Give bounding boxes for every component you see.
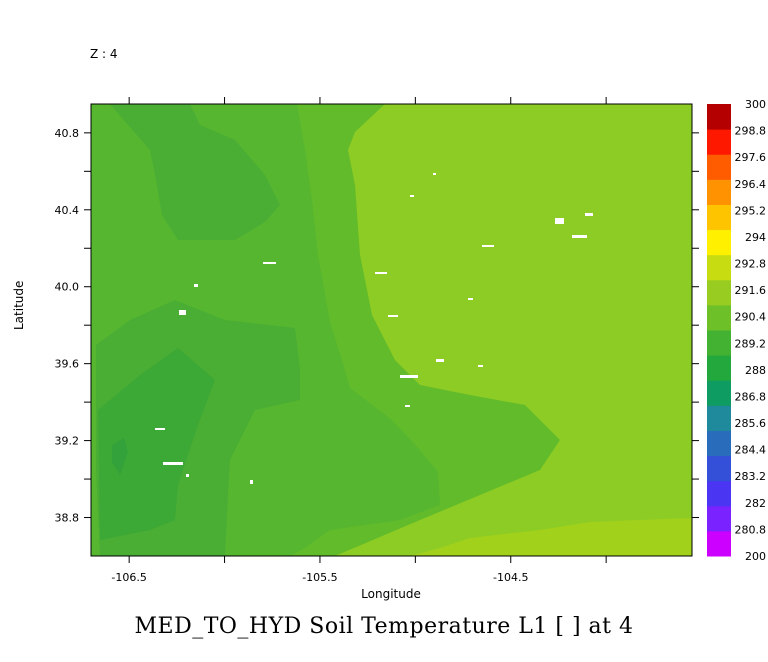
x-axis: -106.5 -105.5 -104.5: [111, 97, 607, 584]
y-tick-label: 39.6: [55, 358, 80, 371]
colorbar-label: 300: [745, 98, 766, 111]
x-tick-label: -104.5: [493, 571, 528, 584]
x-tick-label: -105.5: [302, 571, 337, 584]
colorbar-swatch: [707, 530, 731, 557]
x-tick-label: -106.5: [111, 571, 146, 584]
colorbar-swatch: [707, 254, 731, 281]
colorbar-swatch: [707, 505, 731, 532]
colorbar-label: 292.8: [735, 258, 767, 271]
colorbar-label: 283.2: [735, 470, 767, 483]
colorbar-label: 285.6: [735, 417, 767, 430]
z-level-label: Z : 4: [90, 47, 118, 61]
y-tick-label: 38.8: [55, 512, 80, 525]
colorbar-label: 290.4: [735, 311, 767, 324]
colorbar-label: 282: [745, 497, 766, 510]
colorbar-label: 295.2: [735, 204, 767, 217]
colorbar-swatch: [707, 204, 731, 231]
contour-region-291-0: [410, 518, 692, 556]
colorbar-swatch: [707, 330, 731, 356]
colorbar-swatch: [707, 104, 731, 130]
colorbar-label: 297.6: [735, 151, 767, 164]
colorbar-swatch: [707, 430, 731, 457]
contour-region-288-0: [98, 348, 215, 540]
colorbar: 200 280.8 282 283.2 284.4 285.6 286.8 288 289.2 2…: [707, 98, 766, 563]
y-tick-label: 40.4: [55, 204, 80, 217]
colorbar-label: 280.8: [735, 523, 767, 536]
colorbar-label: 288: [745, 364, 766, 377]
colorbar-label: 286.8: [735, 390, 767, 403]
colorbar-label: 294: [745, 231, 766, 244]
y-axis-label: Latitude: [12, 280, 26, 330]
missing-data-specks: [155, 173, 593, 484]
y-tick-label: 40.0: [55, 281, 80, 294]
colorbar-swatch: [707, 154, 731, 180]
colorbar-swatch: [707, 355, 731, 381]
y-tick-label: 39.2: [55, 435, 80, 448]
colorbar-swatch: [707, 380, 731, 406]
contour-region-288-6: [110, 104, 280, 240]
colorbar-label: 291.6: [735, 284, 767, 297]
colorbar-swatch: [707, 129, 731, 155]
contour-region-287-4: [112, 438, 128, 475]
colorbar-label: 296.4: [735, 178, 767, 191]
y-axis: 38.8 39.2 39.6 40.0 40.4 40.8: [55, 127, 699, 525]
colorbar-swatch: [707, 179, 731, 205]
colorbar-swatch: [707, 455, 731, 482]
colorbar-label: 200: [745, 550, 766, 563]
contour-regions: [91, 104, 692, 556]
chart-title: MED_TO_HYD Soil Temperature L1 [ ] at 4: [134, 614, 634, 639]
colorbar-swatch: [707, 229, 731, 256]
colorbar-swatch: [707, 279, 731, 306]
colorbar-label: 284.4: [735, 444, 767, 457]
y-tick-label: 40.8: [55, 127, 80, 140]
colorbar-swatch: [707, 480, 731, 507]
colorbar-label: 298.8: [735, 125, 767, 138]
colorbar-swatch: [707, 405, 731, 431]
plot-frame: [90, 103, 693, 557]
x-axis-label: Longitude: [361, 587, 421, 601]
colorbar-swatch: [707, 304, 731, 331]
colorbar-label: 289.2: [735, 337, 767, 350]
